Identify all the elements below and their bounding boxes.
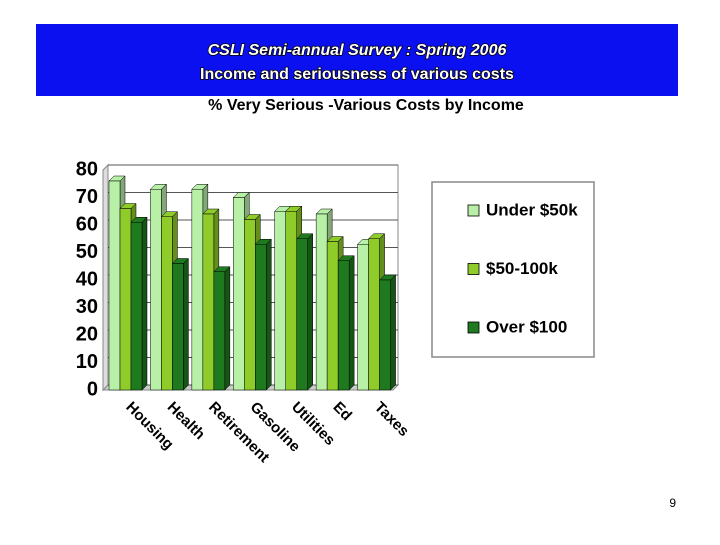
- bar: [379, 279, 391, 391]
- slide-subtitle: Income and seriousness of various costs: [200, 66, 514, 83]
- x-tick-label: Taxes: [371, 399, 412, 440]
- bar: [244, 219, 256, 391]
- header-band: [36, 24, 678, 96]
- y-tick-label: 60: [76, 213, 98, 235]
- bar: [119, 208, 132, 391]
- bar: [213, 271, 226, 391]
- bar: [150, 189, 162, 391]
- y-tick-label: 0: [87, 378, 98, 400]
- bar-side: [348, 255, 355, 391]
- bar: [161, 216, 173, 391]
- legend-swatch: [467, 321, 480, 334]
- bar: [202, 213, 215, 391]
- bar: [191, 189, 204, 391]
- bar: [368, 238, 380, 391]
- bar-side: [390, 274, 396, 391]
- legend-label: $50-100k: [486, 259, 558, 278]
- legend-label: Under $50k: [486, 200, 578, 219]
- legend-label: Over $100: [486, 317, 567, 336]
- bar-side: [141, 216, 148, 391]
- bar: [315, 213, 328, 391]
- bar-side: [266, 238, 272, 391]
- bar-side: [307, 233, 313, 391]
- bar: [357, 244, 369, 391]
- bar-side: [183, 257, 189, 391]
- y-tick-label: 50: [76, 241, 98, 263]
- y-tick-label: 10: [76, 351, 98, 373]
- chart-title: % Very Serious -Various Costs by Income: [208, 97, 524, 114]
- bar: [130, 222, 143, 391]
- bar-side: [224, 266, 231, 391]
- legend-swatch: [467, 204, 480, 217]
- bar: [274, 211, 286, 391]
- bar: [255, 244, 267, 391]
- bar: [296, 238, 308, 391]
- bar: [285, 211, 297, 391]
- y-tick-label: 30: [76, 296, 98, 318]
- legend-swatch: [467, 263, 480, 275]
- x-tick-label: Ed: [330, 399, 356, 425]
- y-tick-label: 40: [76, 268, 98, 290]
- y-tick-label: 20: [76, 323, 98, 345]
- plot-side-wall: [102, 163, 109, 392]
- bar: [233, 197, 245, 391]
- bar: [326, 241, 339, 391]
- slide-title: CSLI Semi-annual Survey : Spring 2006: [208, 42, 507, 59]
- bar: [108, 180, 121, 391]
- y-tick-label: 70: [76, 186, 98, 208]
- bar: [172, 263, 184, 391]
- bar: [337, 260, 350, 391]
- page-number: 9: [669, 496, 676, 510]
- y-tick-label: 80: [76, 158, 98, 180]
- legend-box: [431, 181, 595, 358]
